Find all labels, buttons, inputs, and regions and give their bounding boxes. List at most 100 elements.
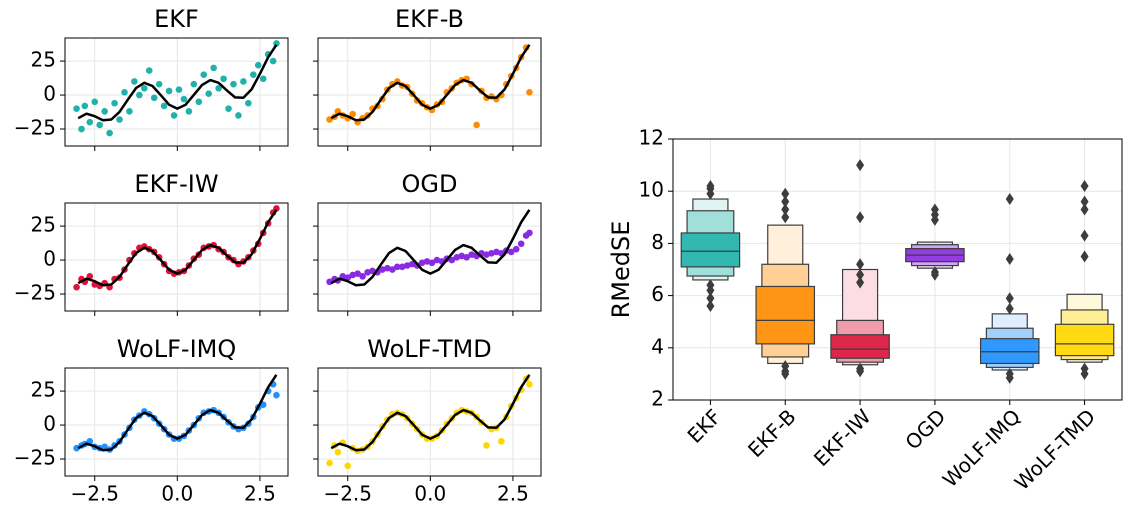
data-point <box>126 108 133 115</box>
outlier <box>706 279 715 292</box>
x-tick-label: EKF-IW <box>809 404 876 471</box>
data-point <box>78 125 85 133</box>
data-point <box>507 248 515 256</box>
data-point <box>73 444 80 452</box>
outlier <box>781 211 790 224</box>
outlier <box>856 268 865 281</box>
boxen-level <box>1054 323 1115 357</box>
outlier <box>856 258 865 271</box>
boxen-level <box>830 334 890 359</box>
x-tick-label: 2.5 <box>244 482 276 506</box>
y-tick-label: −25 <box>14 281 56 305</box>
data-point <box>334 448 342 456</box>
outlier <box>706 300 715 313</box>
plot-area <box>326 374 533 470</box>
data-point <box>269 57 277 65</box>
outlier <box>1005 302 1014 315</box>
data-point <box>344 462 352 470</box>
data-point <box>483 251 490 258</box>
data-point <box>86 118 94 126</box>
panel-title: EKF <box>154 5 199 33</box>
outlier <box>856 211 865 224</box>
panel: EKF-B <box>313 5 542 151</box>
data-point <box>121 89 128 96</box>
data-point <box>210 64 217 72</box>
panel: EKF −25 0 25 <box>14 5 289 151</box>
data-point <box>512 245 520 253</box>
y-tick-label: 0 <box>43 247 56 271</box>
outlier <box>781 187 790 200</box>
true-curve <box>330 374 531 452</box>
data-point <box>131 78 138 85</box>
data-point <box>230 80 237 88</box>
data-point <box>408 260 416 268</box>
x-tick-label: WoLF-TMD <box>1010 404 1100 494</box>
y-tick-label: 4 <box>651 334 664 358</box>
axes-frame <box>64 202 289 312</box>
data-point <box>354 270 361 277</box>
data-point <box>349 110 356 118</box>
data-point <box>364 268 371 276</box>
data-point <box>81 102 89 110</box>
data-point <box>428 259 436 267</box>
data-point <box>326 278 333 286</box>
data-point <box>180 95 188 103</box>
data-point <box>403 262 411 269</box>
y-tick-label: 10 <box>639 178 664 202</box>
plot-area <box>326 44 533 129</box>
true-curve <box>330 209 531 287</box>
data-point <box>235 112 242 119</box>
data-point <box>488 249 495 257</box>
outlier <box>1080 203 1089 216</box>
panel-title: WoLF-TMD <box>367 335 492 363</box>
panel-title: WoLF-IMQ <box>117 335 237 363</box>
x-tick-label: 0.0 <box>161 482 193 506</box>
data-point <box>384 264 391 272</box>
data-point <box>73 105 80 112</box>
outlier <box>1005 193 1014 206</box>
y-tick-label: 6 <box>651 282 664 306</box>
y-tick-label: 25 <box>31 213 56 237</box>
data-point <box>245 99 252 107</box>
panel-title: OGD <box>402 170 458 198</box>
data-point <box>111 99 118 107</box>
data-point <box>140 84 148 92</box>
outlier <box>1080 250 1089 263</box>
axes-frame <box>64 37 289 147</box>
data-point <box>458 252 466 260</box>
outlier <box>706 179 715 192</box>
y-tick-label: 0 <box>43 82 56 106</box>
true-curve <box>77 44 278 122</box>
data-point <box>145 67 153 74</box>
data-point <box>483 442 490 449</box>
y-tick-label: 0 <box>43 412 56 436</box>
panel: WoLF-TMD −2.5 0.0 2.5 <box>313 335 542 506</box>
data-point <box>240 78 247 85</box>
plot-area <box>73 40 280 137</box>
data-point <box>185 108 193 115</box>
true-curve <box>330 44 531 122</box>
axes-frame <box>317 367 542 477</box>
data-point <box>175 86 183 93</box>
outlier <box>856 276 865 289</box>
data-point <box>96 121 103 129</box>
data-point <box>526 381 533 388</box>
y-tick-label: −25 <box>14 116 56 140</box>
data-point <box>73 283 80 291</box>
data-point <box>150 94 158 102</box>
data-point <box>448 256 456 264</box>
x-tick-label: 0.0 <box>414 482 446 506</box>
true-curve <box>77 374 278 452</box>
data-point <box>273 391 280 399</box>
data-point <box>453 254 461 261</box>
data-point <box>393 263 401 271</box>
outlier <box>930 266 939 279</box>
x-tick-label: 2.5 <box>497 482 529 506</box>
plot-area <box>73 374 280 453</box>
data-point <box>155 80 163 88</box>
data-point <box>136 91 143 99</box>
outlier <box>706 292 715 305</box>
panel-title: EKF-IW <box>134 170 218 198</box>
y-tick-label: 8 <box>651 230 664 254</box>
outlier <box>1005 367 1014 380</box>
